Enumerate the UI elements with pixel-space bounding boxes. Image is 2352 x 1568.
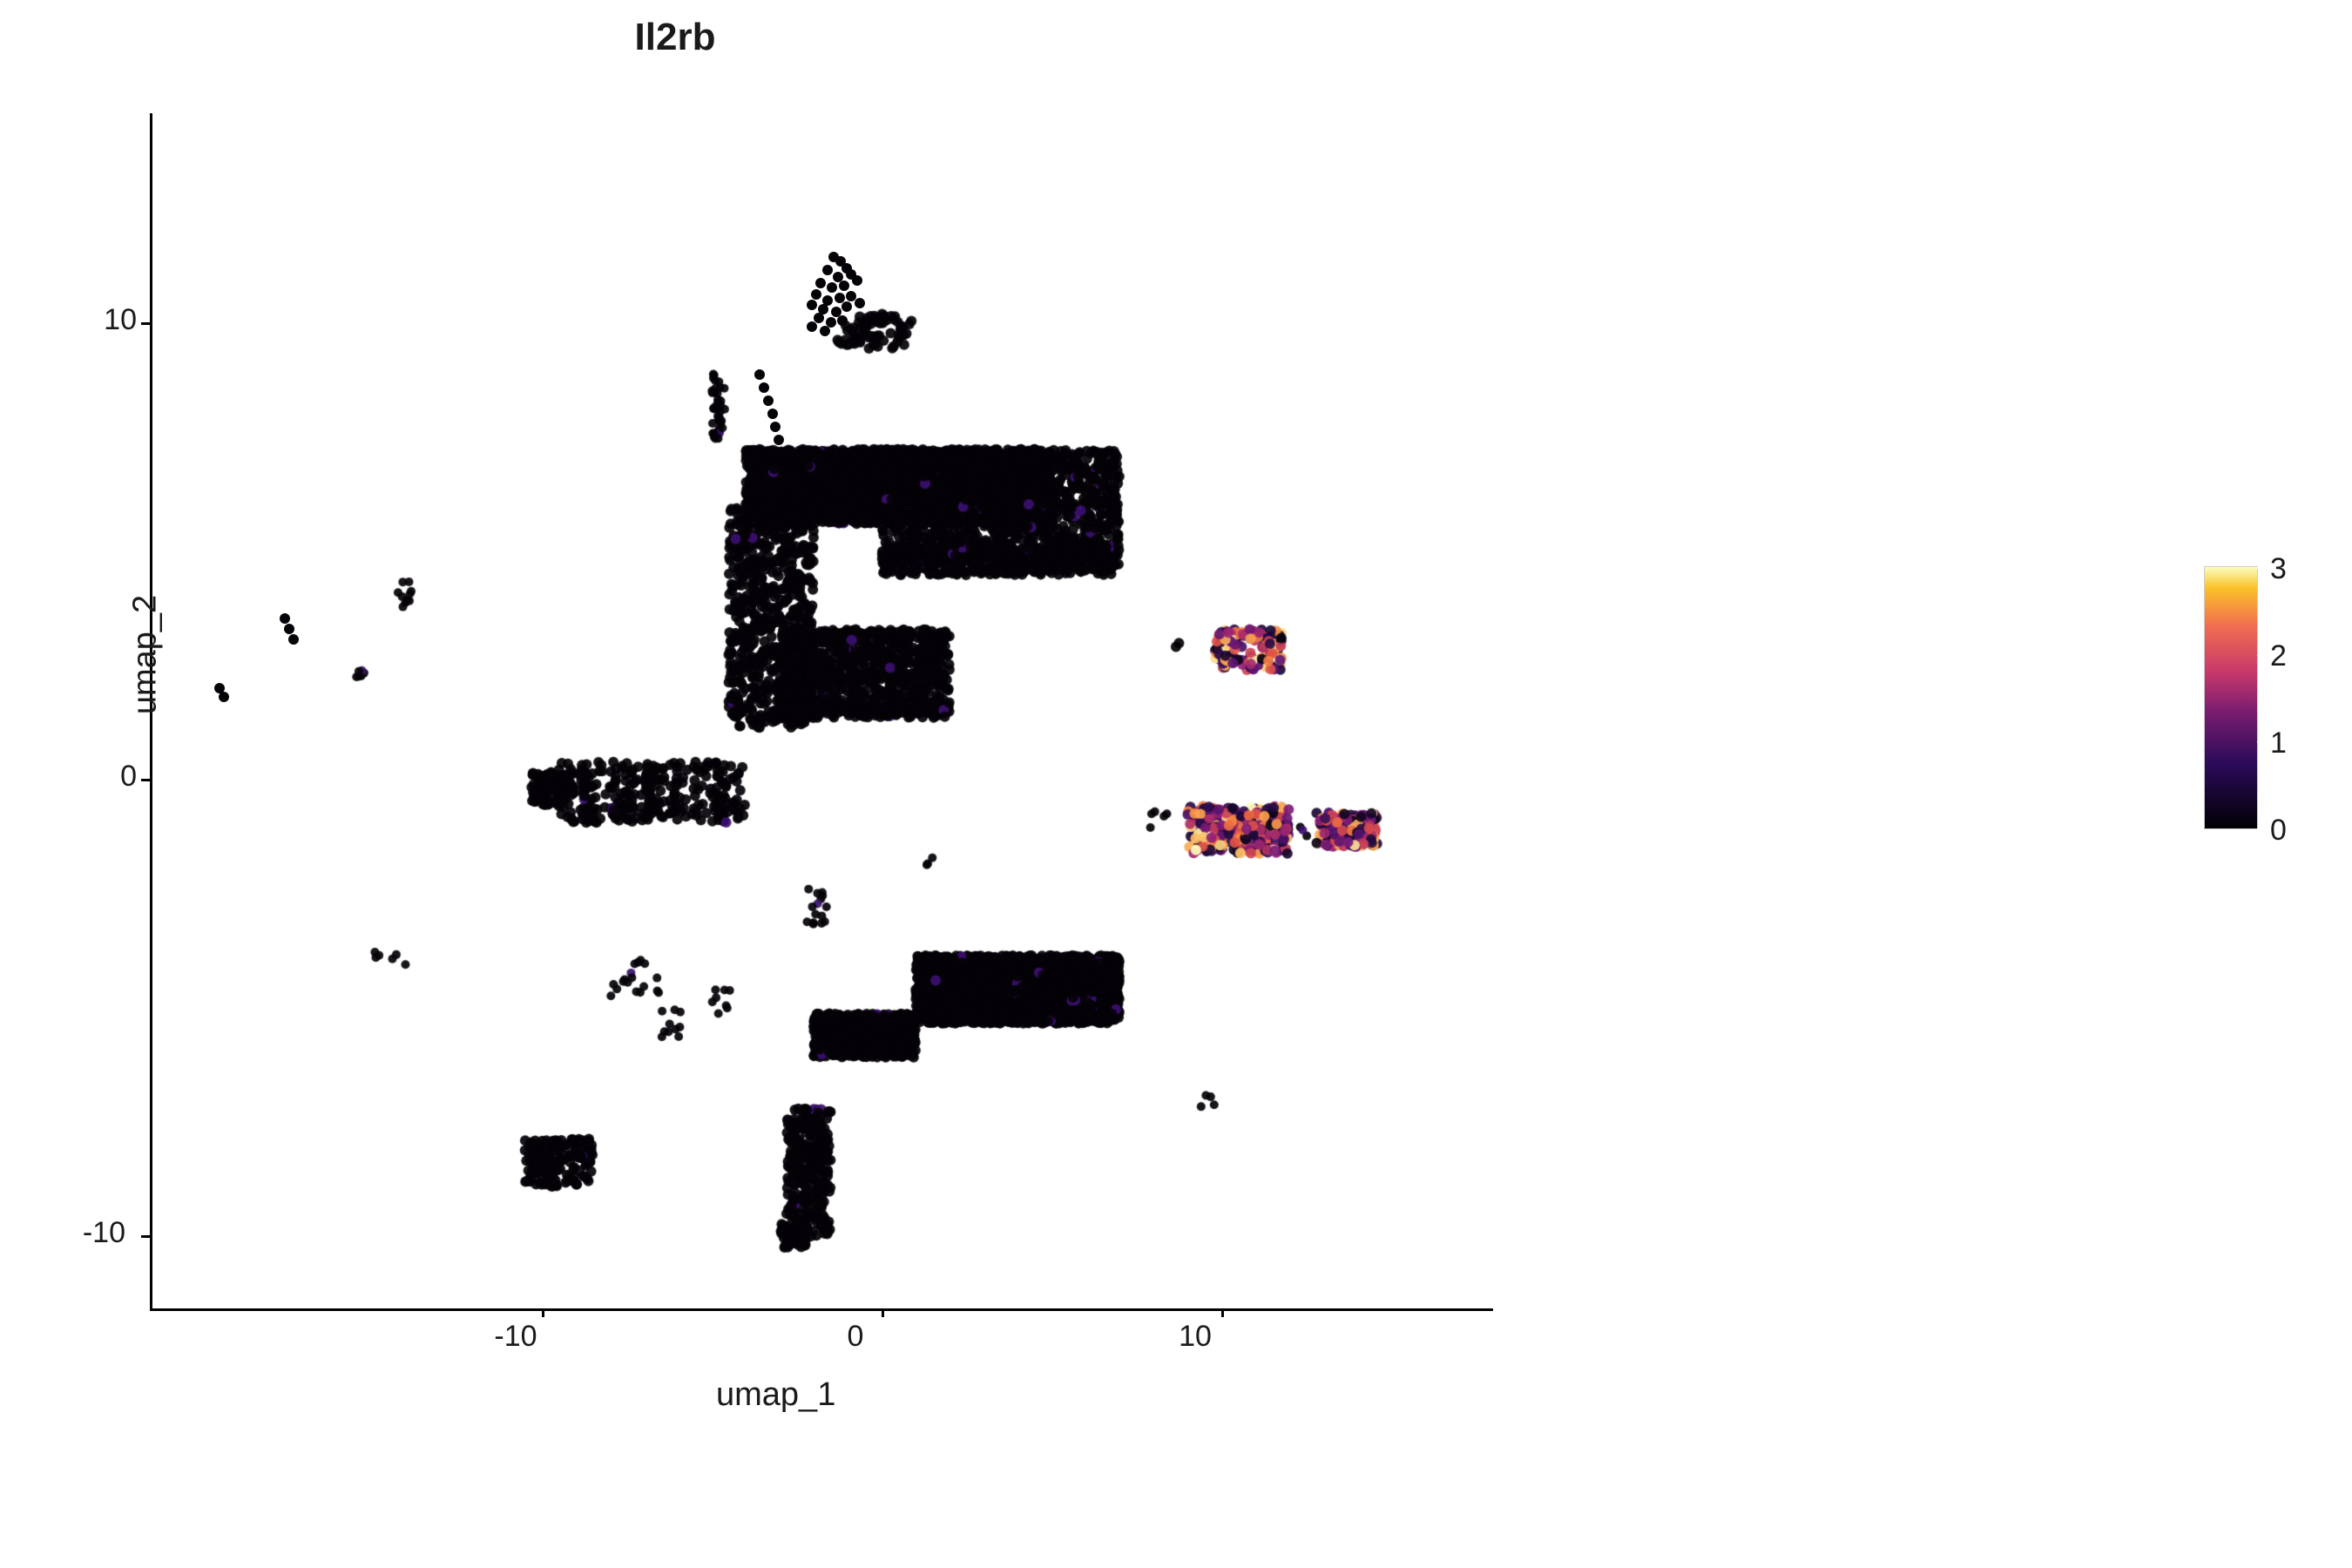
legend-tick-label-1: 1 xyxy=(2270,727,2287,760)
legend-tick-label-2: 2 xyxy=(2270,639,2287,673)
y-tick-0 xyxy=(141,779,150,781)
legend-tick-3 xyxy=(2257,567,2266,569)
legend-tick-2 xyxy=(2257,654,2266,656)
plot-area: 10 0 -10 -10 0 10 umap_2 umap_1 xyxy=(150,113,1491,1308)
x-tick-neg10 xyxy=(542,1308,544,1317)
x-tick-label-0: 0 xyxy=(829,1320,882,1354)
x-tick-10 xyxy=(1221,1308,1224,1317)
scatter-canvas xyxy=(150,0,1491,1307)
y-tick-label-neg10: -10 xyxy=(73,1216,125,1250)
x-axis-line xyxy=(150,1308,1493,1311)
legend-tick-label-3: 3 xyxy=(2270,552,2287,586)
x-tick-label-neg10: -10 xyxy=(490,1320,542,1354)
legend-tick-1 xyxy=(2257,741,2266,743)
y-tick-label-10: 10 xyxy=(84,303,137,337)
x-tick-0 xyxy=(882,1308,884,1317)
x-tick-label-10: 10 xyxy=(1169,1320,1221,1354)
legend-tick-0 xyxy=(2257,828,2266,830)
x-axis-label: umap_1 xyxy=(716,1376,835,1414)
y-tick-label-0: 0 xyxy=(84,760,137,794)
y-tick-10 xyxy=(141,322,150,325)
legend-tick-label-0: 0 xyxy=(2270,814,2287,848)
color-legend-gradient: 3 2 1 0 xyxy=(2204,566,2258,829)
y-tick-neg10 xyxy=(141,1235,150,1238)
umap-plot-container: Il2rb 10 0 -10 -10 0 10 umap_2 umap_1 xyxy=(0,0,2352,1568)
